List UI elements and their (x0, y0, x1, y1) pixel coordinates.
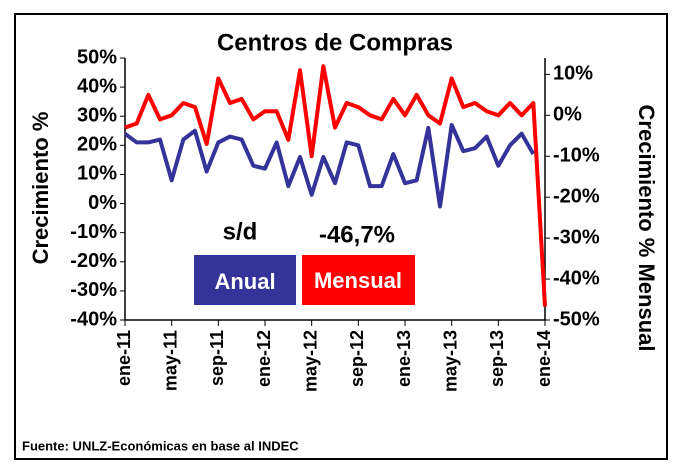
legend-label: Anual (214, 269, 275, 294)
y-tick-label: 10% (77, 163, 117, 185)
y2-tick-label: -40% (553, 267, 600, 289)
y-tick-label: 20% (77, 134, 117, 156)
y-tick-label: 40% (77, 75, 117, 97)
y-tick-label: 0% (88, 192, 117, 214)
x-tick-label: ene-13 (394, 330, 414, 387)
chart-title: Centros de Compras (217, 29, 453, 56)
series-line (123, 122, 536, 209)
y2-tick-label: 10% (553, 63, 593, 85)
x-tick-label: sep-11 (207, 330, 227, 386)
legend-swatch (302, 255, 415, 305)
legend-swatch (194, 255, 296, 305)
x-tick-label: ene-11 (114, 330, 134, 386)
x-tick-label: may-11 (160, 330, 180, 391)
annotation: -46,7% (319, 221, 395, 248)
y2-tick-label: -30% (553, 226, 600, 248)
y2-tick-label: -50% (553, 308, 600, 330)
legend-label: Mensual (314, 268, 402, 293)
x-tick-label: ene-12 (254, 330, 274, 387)
y-tick-label: -40% (70, 308, 117, 330)
y-tick-label: 30% (77, 105, 117, 127)
y2-tick-label: -20% (553, 185, 600, 207)
y-tick-label: -10% (70, 221, 117, 243)
annotation: s/d (223, 218, 258, 245)
x-tick-label: ene-14 (534, 330, 554, 387)
y-tick-label: -20% (70, 250, 117, 272)
x-tick-label: sep-12 (347, 330, 367, 387)
y2-tick-label: -10% (553, 145, 600, 167)
x-tick-label: may-13 (440, 330, 460, 392)
y-axis-label: Crecimiento % (28, 112, 53, 265)
y-tick-label: 50% (77, 46, 117, 68)
source: Fuente: UNLZ-Económicas en base al INDEC (22, 438, 299, 453)
frame (14, 13, 668, 460)
x-tick-label: sep-13 (487, 330, 507, 387)
series-line (124, 64, 547, 307)
y2-axis-label: Crecimiento % Mensual (634, 105, 659, 352)
y-tick-label: -30% (70, 279, 117, 301)
x-tick-label: may-12 (300, 330, 320, 392)
y2-tick-label: 0% (553, 104, 582, 126)
